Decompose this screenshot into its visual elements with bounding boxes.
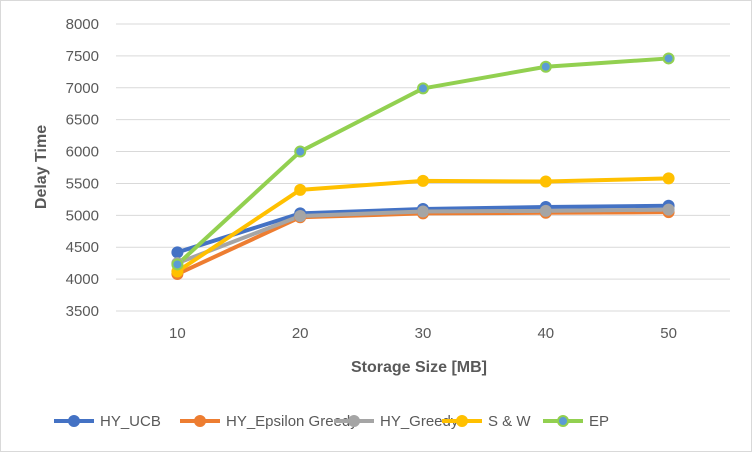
x-tick-label: 20 — [292, 325, 309, 342]
x-tick-label: 30 — [415, 325, 432, 342]
x-tick-labels: 10 20 30 40 50 — [169, 325, 677, 342]
legend-label: S & W — [488, 413, 531, 430]
legend-label: HY_UCB — [100, 413, 161, 430]
data-point — [662, 52, 675, 65]
data-point — [171, 258, 184, 271]
data-point — [539, 204, 552, 217]
y-tick-label: 7500 — [66, 48, 99, 65]
series-line-3 — [175, 176, 671, 274]
x-tick-label: 50 — [660, 325, 677, 342]
data-point — [662, 172, 675, 185]
y-tick-label: 6500 — [66, 112, 99, 129]
y-tick-label: 7000 — [66, 80, 99, 97]
y-axis-title: Delay Time — [33, 125, 50, 209]
data-point — [539, 60, 552, 73]
legend-label: EP — [589, 413, 609, 430]
data-point — [294, 209, 307, 222]
legend-marker-3 — [456, 415, 468, 427]
legend-marker-0 — [68, 415, 80, 427]
series-markers — [171, 52, 675, 281]
data-point — [417, 205, 429, 218]
legend: HY_UCB HY_Epsilon Greedy HY_Greedy S & W EP — [54, 413, 609, 430]
data-point — [417, 174, 429, 187]
legend-label: HY_Epsilon Greedy — [226, 413, 358, 430]
data-point — [294, 183, 307, 196]
data-point — [171, 246, 184, 259]
x-tick-label: 10 — [169, 325, 186, 342]
y-tick-label: 4500 — [66, 239, 99, 256]
data-point — [662, 203, 675, 216]
y-tick-label: 5000 — [66, 207, 99, 224]
legend-label: HY_Greedy — [380, 413, 459, 430]
y-tick-label: 8000 — [66, 16, 99, 33]
x-tick-label: 40 — [537, 325, 554, 342]
data-point — [294, 145, 307, 158]
y-tick-label: 3500 — [66, 303, 99, 320]
y-tick-label: 6000 — [66, 144, 99, 161]
data-point — [417, 82, 429, 95]
legend-marker-1 — [194, 415, 206, 427]
y-tick-label: 4000 — [66, 271, 99, 288]
gridlines — [116, 23, 730, 312]
legend-marker-2 — [348, 415, 360, 427]
y-tick-label: 5500 — [66, 175, 99, 192]
y-tick-labels: 3500 4000 4500 5000 5500 6000 6500 7000 7500 8000 — [66, 16, 99, 320]
x-axis-title: Storage Size [MB] — [351, 359, 487, 376]
data-point — [539, 175, 552, 188]
legend-marker-4 — [557, 415, 569, 427]
